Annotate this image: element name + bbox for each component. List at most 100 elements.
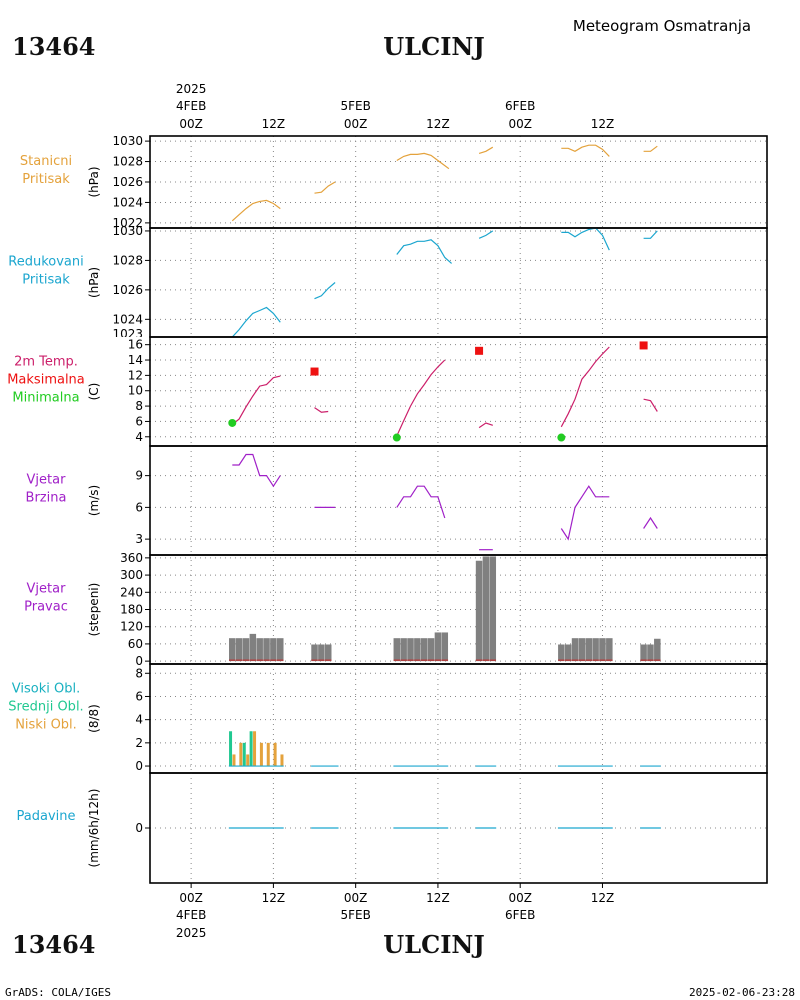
cloud-bar	[273, 742, 277, 767]
y-tick-label: 6	[135, 500, 143, 514]
panel-label: Maksimalna	[7, 373, 85, 388]
series-line	[231, 306, 281, 337]
y-tick-label: 120	[120, 620, 143, 634]
series-line	[560, 346, 610, 428]
panel-unit: (m/s)	[87, 485, 101, 516]
series-line	[314, 181, 336, 194]
time-tick-label: 12Z	[591, 891, 615, 905]
series-line	[643, 230, 658, 239]
tmin-marker	[228, 418, 237, 427]
time-axis-top: 00Z 4FEB 2025 12Z 00Z 5FEB 12Z 00Z 6FEB 12Z	[176, 82, 614, 131]
direction-bar	[571, 638, 579, 662]
panel-frame	[149, 772, 768, 884]
y-tick-label: 0	[135, 654, 143, 668]
y-tick-label: 10	[128, 384, 143, 398]
panel-clouds: 0 2 4 6 8 Visoki Obl. Srednji Obl. Niski Obl. (8…	[8, 663, 768, 774]
direction-bar	[585, 638, 593, 662]
panel-label: Niski Obl.	[15, 718, 77, 733]
time-date-label: 4FEB	[176, 99, 206, 113]
y-tick-label: 14	[128, 353, 143, 367]
y-tick-label: 3	[135, 532, 143, 546]
y-tick-label: 12	[128, 368, 143, 382]
panel-label: Pravac	[24, 600, 68, 615]
tmin-marker	[557, 433, 566, 442]
y-tick-label: 60	[128, 637, 143, 651]
tmax-marker	[639, 341, 648, 350]
station-name-bottom: ULCINJ	[383, 930, 484, 959]
direction-bar	[640, 644, 647, 662]
series-line	[231, 199, 281, 222]
time-year-label: 2025	[176, 926, 207, 940]
y-tick-label: 6	[135, 414, 143, 428]
panel-frame	[149, 445, 768, 556]
direction-bar	[427, 638, 435, 662]
y-tick-label: 360	[120, 551, 143, 565]
series-line	[396, 239, 452, 264]
series-line	[478, 422, 493, 429]
time-tick-label: 12Z	[591, 117, 615, 131]
panel-label: 2m Temp.	[14, 355, 78, 370]
cloud-bar	[242, 742, 246, 767]
direction-bar	[441, 632, 449, 662]
series-line	[314, 282, 336, 300]
direction-bar	[400, 638, 407, 662]
series-line	[231, 375, 281, 425]
time-tick-label: 00Z	[508, 891, 532, 905]
panel-label: Redukovani	[8, 255, 83, 270]
y-tick-label: 16	[128, 338, 143, 352]
series-line	[478, 230, 494, 239]
panel-data	[231, 228, 658, 337]
y-tick-label: 1022	[112, 216, 143, 230]
direction-bar	[229, 638, 236, 662]
y-tick-label: 180	[120, 603, 143, 617]
direction-bar	[606, 638, 613, 662]
time-tick-label: 12Z	[426, 891, 450, 905]
direction-bar	[592, 638, 599, 662]
series-line	[232, 453, 281, 488]
cloud-bar	[246, 754, 250, 767]
direction-bar	[434, 632, 442, 662]
direction-bar	[578, 638, 586, 662]
direction-bar	[564, 644, 572, 662]
y-tick-label: 1030	[112, 224, 143, 238]
y-tick-label: 240	[120, 585, 143, 599]
tmin-marker	[392, 433, 401, 442]
direction-bar	[256, 638, 263, 662]
panel-precip: 0 Padavine (mm/6h/12h)	[17, 772, 768, 884]
direction-bar	[270, 638, 277, 662]
cloud-bar	[239, 742, 243, 767]
direction-bar	[277, 638, 284, 662]
y-tick-label: 4	[135, 713, 143, 727]
y-tick-label: 8	[135, 666, 143, 680]
cloud-bar	[259, 742, 263, 767]
time-date-label: 4FEB	[176, 908, 206, 922]
direction-bar	[482, 556, 490, 662]
panel-redukovani: 1024 1026 1028 1030 1023 Redukovani Pritisak (h…	[8, 224, 768, 341]
series-line	[396, 152, 450, 170]
time-date-label: 5FEB	[340, 99, 370, 113]
y-tick-label: 1026	[112, 175, 143, 189]
direction-bar	[407, 638, 414, 662]
panel-label: Padavine	[17, 809, 76, 824]
cloud-bar	[249, 731, 253, 767]
time-date-label: 6FEB	[505, 908, 535, 922]
time-tick-label: 12Z	[262, 117, 286, 131]
tmax-marker	[475, 346, 484, 355]
direction-bar	[414, 638, 421, 662]
y-tick-label: 1024	[112, 195, 143, 209]
series-line	[396, 359, 446, 437]
time-year-label: 2025	[176, 82, 207, 96]
cloud-bar	[266, 742, 270, 767]
tmax-marker	[310, 367, 319, 376]
time-tick-label: 12Z	[426, 117, 450, 131]
y-tick-label-partial: 1023	[112, 327, 143, 341]
direction-bar	[324, 644, 332, 662]
station-id-top: 13464	[12, 32, 96, 61]
panel-wind_dir: 0 60 120 180 240 300 360 Vjetar Pravac (stepeni)	[24, 551, 768, 668]
panel-frame	[149, 336, 768, 447]
station-name-top: ULCINJ	[383, 32, 484, 61]
series-line	[561, 144, 610, 157]
